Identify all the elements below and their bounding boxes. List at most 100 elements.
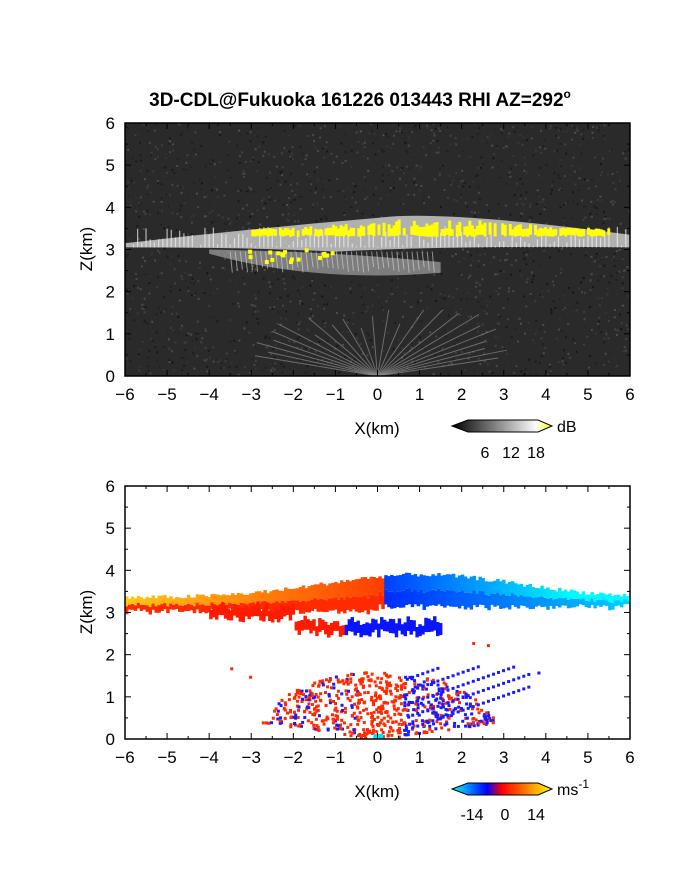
lower-layer-streak [315, 251, 319, 269]
noise-pixel [563, 255, 566, 258]
strong-echo-pixel [468, 220, 472, 236]
velocity-pixel [385, 621, 390, 632]
noise-pixel [399, 177, 402, 180]
strong-echo-pixel [435, 222, 439, 237]
velocity-pixel [322, 599, 326, 612]
noise-pixel [461, 169, 464, 172]
noise-pixel [466, 322, 469, 325]
noise-pixel [286, 204, 289, 207]
velocity-pixel [507, 595, 512, 610]
noise-pixel [542, 198, 545, 201]
noise-pixel [380, 203, 383, 206]
velocity-pixel [295, 600, 300, 611]
strong-echo-pixel [248, 249, 253, 254]
strong-echo-pixel [559, 228, 563, 237]
velocity-pixel [625, 596, 630, 601]
strong-echo-pixel [443, 229, 447, 236]
noise-pixel [514, 259, 517, 262]
noise-pixel [243, 366, 246, 369]
velocity-pixel [469, 576, 474, 594]
lower-layer-streak [234, 251, 238, 271]
velocity-pixel [222, 594, 226, 603]
noise-pixel [421, 249, 424, 252]
noise-pixel [284, 318, 287, 321]
noise-pixel [610, 148, 613, 151]
velocity-pixel [439, 693, 443, 697]
velocity-pixel [374, 684, 378, 688]
noise-pixel [393, 145, 396, 148]
noise-pixel [608, 352, 611, 355]
velocity-pixel [321, 619, 325, 631]
noise-pixel [126, 287, 129, 290]
strong-echo-pixel [594, 228, 598, 236]
velocity-pixel [401, 708, 405, 712]
noise-pixel [595, 272, 598, 275]
velocity-pixel [408, 722, 412, 726]
noise-pixel [625, 266, 628, 269]
noise-pixel [154, 345, 157, 348]
velocity-pixel [409, 619, 413, 635]
noise-pixel [508, 171, 511, 174]
noise-pixel [418, 341, 421, 344]
velocity-pixel [349, 734, 353, 738]
noise-pixel [564, 143, 567, 146]
noise-pixel [168, 359, 171, 362]
strong-echo-pixel [330, 251, 335, 256]
velocity-pixel [461, 719, 465, 723]
noise-pixel [519, 177, 522, 180]
noise-pixel [256, 135, 259, 138]
noise-pixel [193, 293, 196, 296]
velocity-pixel [280, 698, 284, 702]
noise-pixel [572, 338, 575, 341]
noise-pixel [580, 323, 583, 326]
noise-pixel [275, 339, 278, 342]
noise-pixel [438, 173, 441, 176]
lower-layer-streak [406, 251, 410, 273]
velocity-pixel [220, 602, 225, 616]
noise-pixel [524, 197, 527, 200]
velocity-pixel [290, 715, 294, 719]
velocity-pixel [375, 596, 379, 611]
colorbar-velocity-unit: ms-1 [557, 777, 589, 799]
noise-pixel [394, 210, 397, 213]
velocity-pixel [272, 590, 276, 603]
noise-pixel [195, 305, 198, 308]
noise-pixel [412, 126, 415, 129]
noise-pixel [578, 156, 581, 159]
velocity-pixel [341, 708, 345, 712]
noise-pixel [548, 365, 551, 368]
noise-pixel [476, 354, 479, 357]
y-tick-label: 5 [106, 156, 115, 175]
velocity-pixel [297, 695, 301, 699]
noise-pixel [393, 208, 396, 211]
noise-pixel [194, 332, 197, 335]
noise-pixel [432, 132, 435, 135]
velocity-pixel [356, 620, 360, 633]
noise-pixel [250, 159, 253, 162]
velocity-pixel [369, 698, 373, 702]
noise-pixel [209, 278, 212, 281]
x-tick-label: −1 [326, 748, 345, 767]
velocity-pixel [472, 724, 476, 728]
noise-pixel [287, 212, 290, 215]
velocity-pixel [484, 594, 488, 609]
noise-pixel [254, 310, 257, 313]
noise-pixel [613, 316, 616, 319]
noise-pixel [604, 352, 607, 355]
velocity-pixel [183, 597, 188, 606]
velocity-pixel [175, 603, 179, 609]
noise-pixel [238, 339, 241, 342]
velocity-pixel [380, 677, 384, 681]
noise-pixel [534, 300, 537, 303]
noise-pixel [182, 370, 185, 373]
noise-pixel [193, 346, 196, 349]
noise-pixel [558, 298, 561, 301]
noise-pixel [433, 178, 436, 181]
noise-pixel [478, 127, 481, 130]
velocity-pixel [310, 585, 315, 600]
velocity-pixel [474, 698, 478, 702]
velocity-pixel [327, 692, 331, 696]
noise-pixel [433, 306, 436, 309]
noise-pixel [430, 337, 433, 340]
velocity-pixel [431, 574, 435, 590]
